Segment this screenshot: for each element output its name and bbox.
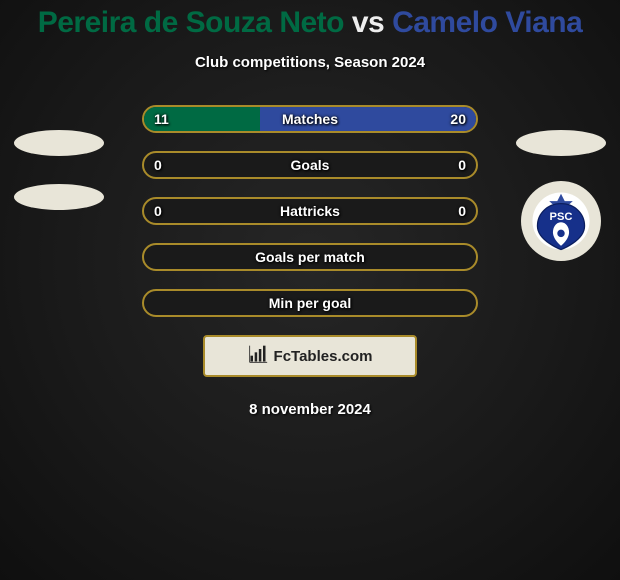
player2-name: Camelo Viana [392, 6, 582, 39]
stat-label: Goals [291, 157, 330, 173]
stat-row-min-per-goal: Min per goal [142, 289, 478, 317]
stat-row-hattricks: 0 0 Hattricks [142, 197, 478, 225]
stat-right-value: 0 [458, 203, 466, 219]
stat-row-matches: 11 20 Matches [142, 105, 478, 133]
stat-label: Min per goal [269, 295, 351, 311]
watermark-text: FcTables.com [274, 348, 373, 365]
stat-right-value: 0 [458, 157, 466, 173]
watermark: FcTables.com [203, 335, 417, 377]
subtitle: Club competitions, Season 2024 [0, 54, 620, 71]
stat-left-value: 0 [154, 157, 162, 173]
stat-label: Hattricks [280, 203, 340, 219]
stat-row-goals: 0 0 Goals [142, 151, 478, 179]
stat-left-value: 11 [154, 111, 169, 127]
vs-label: vs [352, 6, 384, 39]
stat-left-value: 0 [154, 203, 162, 219]
bar-chart-icon [248, 344, 268, 369]
stat-label: Matches [282, 111, 338, 127]
player1-name: Pereira de Souza Neto [38, 6, 344, 39]
stat-label: Goals per match [255, 249, 365, 265]
date-label: 8 november 2024 [0, 401, 620, 418]
comparison-title: Pereira de Souza Neto vs Camelo Viana [0, 0, 620, 40]
stat-right-value: 20 [450, 111, 466, 127]
stat-row-goals-per-match: Goals per match [142, 243, 478, 271]
